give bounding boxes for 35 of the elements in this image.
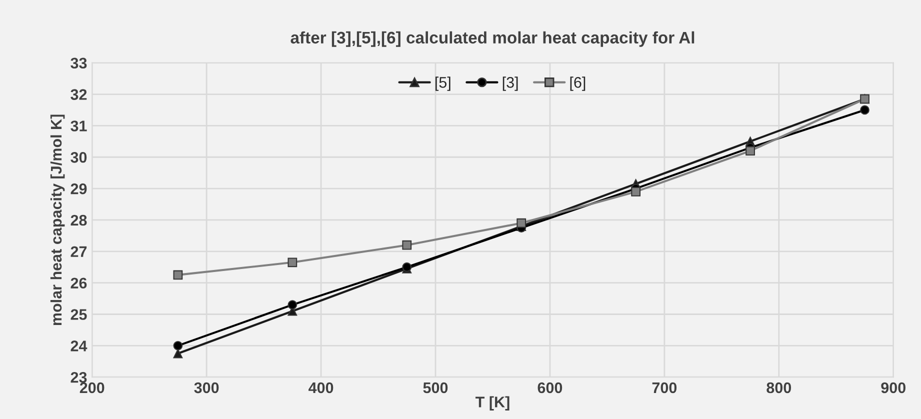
point (173, 340, 183, 350)
point (631, 187, 641, 196)
y-tick-label: 29 (70, 183, 87, 194)
x-tick-label: 600 (538, 382, 562, 394)
x-tick-label: 700 (652, 382, 677, 394)
y-tick-label: 30 (70, 152, 87, 163)
y-tick-label: 31 (70, 120, 87, 132)
y-axis-title: molar heat capacity [J/mol K] (50, 114, 65, 326)
point (173, 348, 183, 358)
x-tick-label: 900 (881, 382, 906, 394)
point (516, 218, 526, 228)
y-tick-label: 26 (70, 278, 87, 289)
legend-label: [5] (436, 76, 450, 91)
point (402, 240, 412, 250)
y-tick-label: 27 (70, 246, 87, 257)
y-tick-label: 23 (70, 372, 87, 383)
y-tick-label: 25 (70, 309, 87, 320)
x-tick-label: 200 (80, 382, 104, 394)
point (288, 258, 298, 268)
legend-label: [3] (502, 76, 518, 91)
x-tick-label: 300 (194, 382, 219, 394)
y-tick-label: 32 (70, 89, 87, 100)
y-tick-label: 28 (70, 214, 87, 226)
legend-label: [6] (570, 76, 586, 91)
x-axis-title: T [K] (476, 396, 510, 410)
point (288, 300, 298, 310)
x-tick-label: 400 (308, 382, 334, 394)
point (173, 270, 183, 280)
chart-title: after [3],[5],[6] calculated molar heat capacity for Al (290, 31, 694, 47)
x-tick-label: 800 (766, 382, 792, 394)
x-tick-label: 500 (423, 382, 448, 394)
y-tick-label: 33 (70, 58, 87, 69)
point (746, 146, 755, 156)
point (860, 105, 870, 115)
y-tick-label: 24 (70, 340, 88, 352)
